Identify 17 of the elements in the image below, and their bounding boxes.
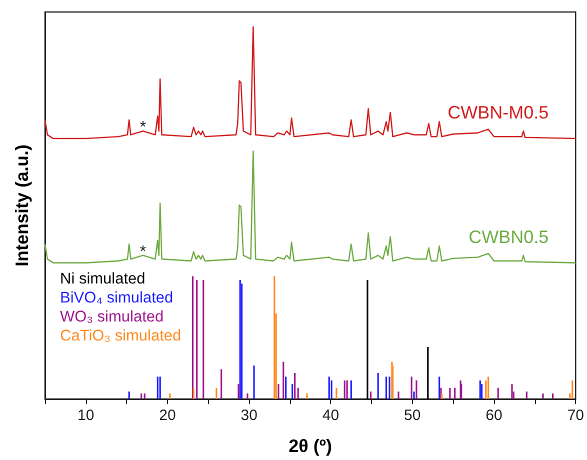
- x-tick-label: 30: [240, 407, 258, 424]
- annotation: *: [140, 118, 146, 136]
- x-tick-label: 70: [567, 407, 584, 424]
- series-label: CWBN-M0.5: [448, 102, 549, 123]
- x-axis-title: 2θ (º): [288, 436, 332, 456]
- y-axis-title: Intensity (a.u.): [12, 144, 32, 267]
- x-tick-label: 10: [77, 407, 94, 424]
- x-tick-label: 40: [322, 407, 340, 424]
- series-label: CWBN0.5: [468, 226, 549, 247]
- x-tick-label: 20: [159, 407, 176, 424]
- x-tick-label: 60: [486, 407, 502, 424]
- annotation: *: [140, 244, 146, 261]
- series-label: WO₃ simulated: [60, 308, 164, 326]
- x-tick-label: 50: [404, 407, 421, 424]
- text: BiVO₄ simulated: [60, 290, 174, 306]
- text: CaTiO₃ simulated: [60, 328, 182, 344]
- text: Ni simulated: [60, 270, 146, 288]
